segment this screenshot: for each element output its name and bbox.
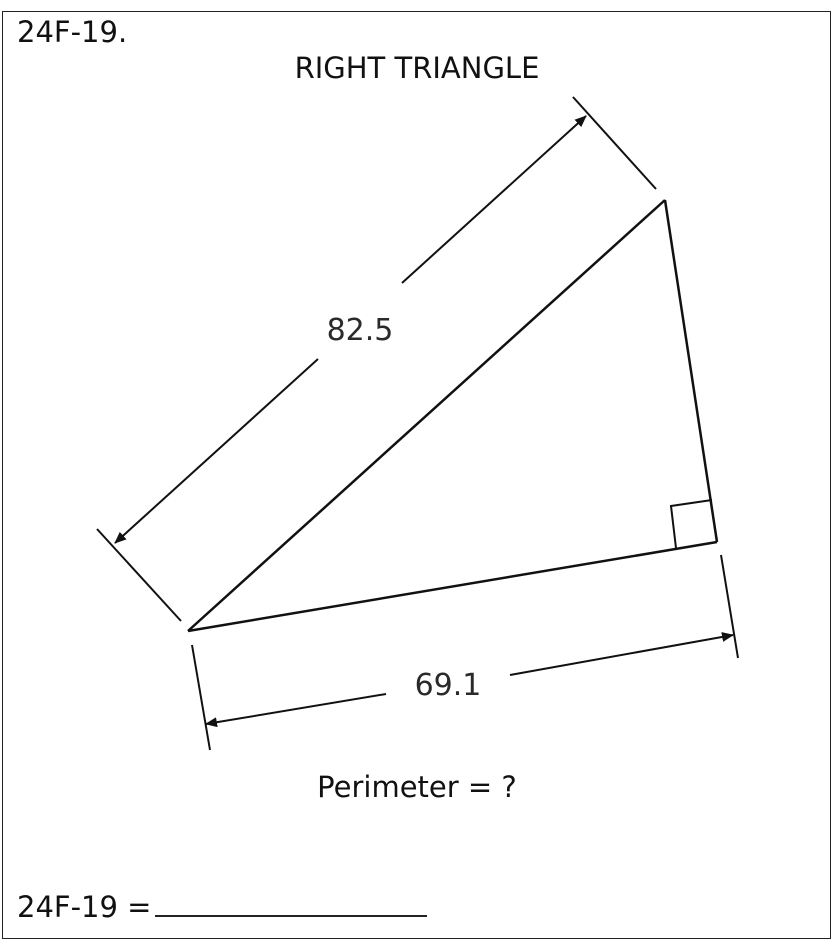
worksheet-frame — [2, 11, 831, 939]
short-leg-edge — [663, 199, 719, 543]
diagram-title: RIGHT TRIANGLE — [294, 51, 540, 85]
leg-dimension — [191, 554, 739, 751]
extension-line-right — [720, 554, 739, 659]
hypotenuse-dimension — [96, 96, 657, 622]
right-triangle — [187, 199, 719, 633]
problem-number: 24F-19. — [17, 15, 128, 49]
dimension-arrow-upper — [401, 115, 587, 284]
perimeter-question: Perimeter = ? — [317, 770, 517, 804]
dimension-arrow-right — [509, 632, 734, 676]
hypotenuse-length-label: 82.5 — [327, 313, 394, 348]
long-leg-edge — [187, 540, 718, 633]
extension-line-left — [191, 644, 211, 751]
leg-length-label: 69.1 — [415, 668, 482, 703]
answer-blank[interactable] — [155, 888, 428, 917]
dimension-arrow-lower — [114, 358, 319, 544]
extension-line-upper — [572, 96, 657, 190]
answer-label: 24F-19 = — [17, 890, 152, 924]
extension-line-lower — [96, 528, 182, 622]
right-angle-marker — [669, 499, 713, 549]
hypotenuse-edge — [187, 199, 666, 632]
dimension-arrow-left — [205, 693, 387, 728]
answer-row: 24F-19 = — [17, 888, 428, 925]
